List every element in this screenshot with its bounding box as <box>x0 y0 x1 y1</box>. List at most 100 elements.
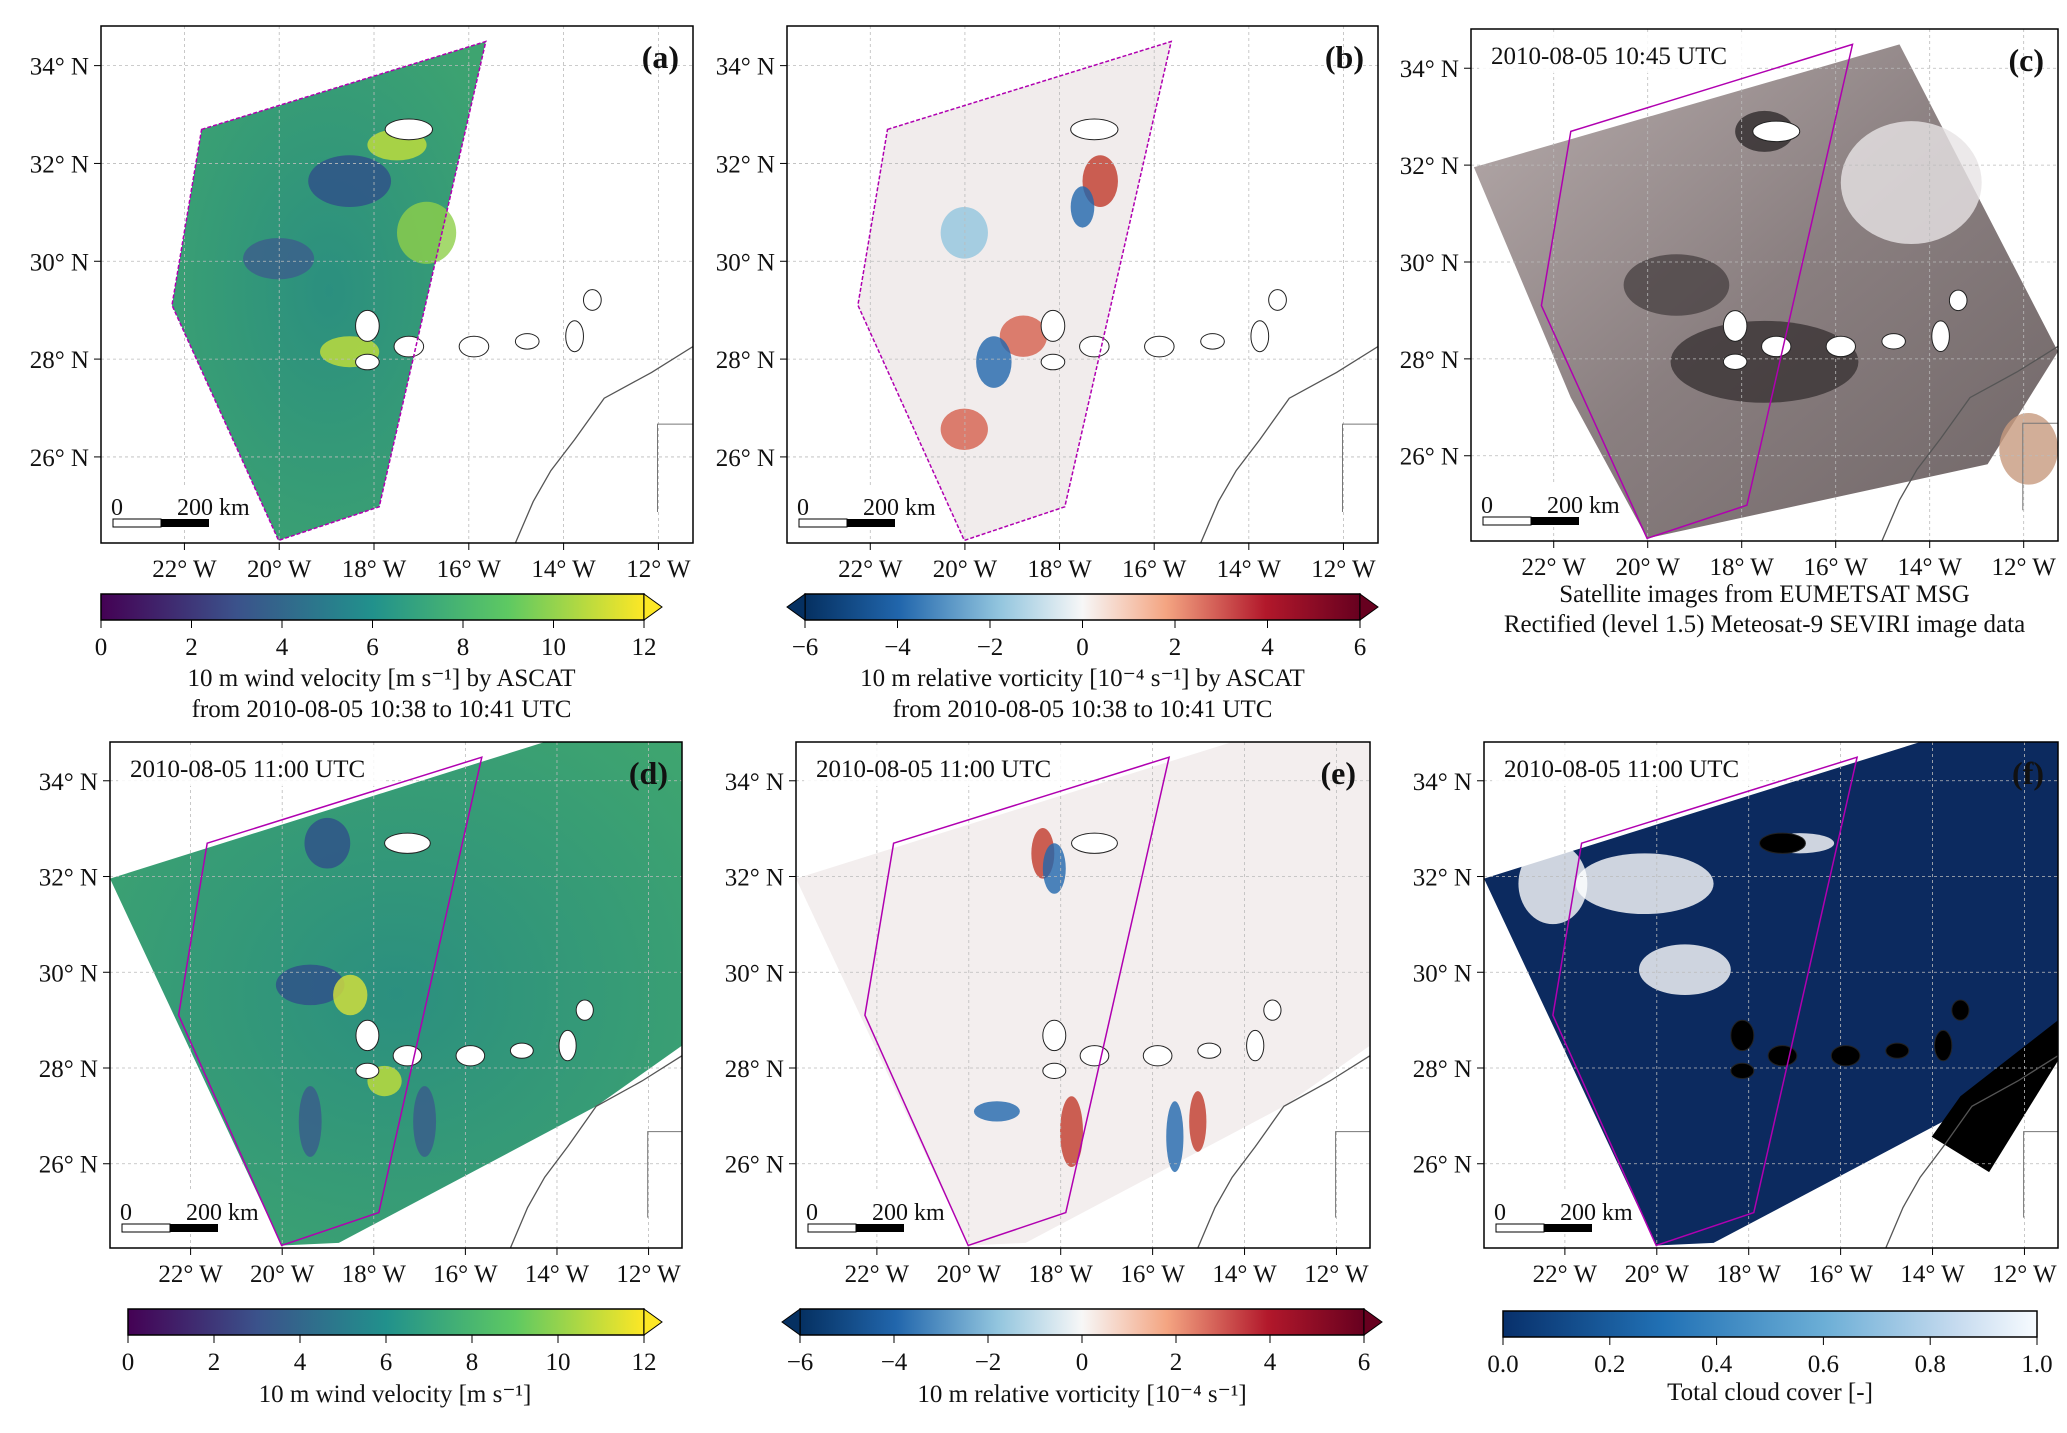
scale-bar-zero: 0 <box>120 1200 132 1226</box>
scale-bar-distance: 200 km <box>872 1200 945 1226</box>
island <box>1722 353 1748 370</box>
vorticity-field <box>857 41 1172 541</box>
field-feature <box>308 155 392 207</box>
x-tick-label: 20° W <box>937 1261 1002 1288</box>
x-tick-label: 16° W <box>437 556 502 583</box>
colorbar-tick-label: 2 <box>185 634 198 661</box>
border-line <box>657 423 693 512</box>
ascat-swath-outline <box>1552 756 1859 1247</box>
island <box>1759 832 1806 854</box>
panel-e: 22° W 20° W 18° W 16° W 14° W 12° W 34° N 32° N… <box>725 741 1383 1408</box>
ascat-swath-outline <box>177 756 483 1247</box>
x-tick-label: 16° W <box>1122 556 1187 583</box>
x-tick-label: 14° W <box>1212 1261 1277 1288</box>
island <box>1042 1062 1067 1079</box>
field-feature <box>304 817 351 869</box>
y-tick-label: 28° N <box>716 347 775 374</box>
field-feature <box>243 237 315 280</box>
x-tick-label: 20° W <box>1625 1261 1690 1288</box>
island <box>1761 335 1792 358</box>
scale-bar-background <box>1481 483 1606 523</box>
scale-bar-distance: 200 km <box>177 495 250 521</box>
colorbar-extend-min <box>781 1308 801 1336</box>
x-tick-label: 20° W <box>933 556 998 583</box>
colorbar-tick-label: 4 <box>1264 1349 1277 1376</box>
field-feature <box>1070 186 1095 228</box>
panel-a: 22° W 20° W 18° W 16° W 14° W 12° W 34° N 32° N… <box>30 25 694 723</box>
island <box>565 320 584 353</box>
scale-bar-segment <box>1544 1224 1592 1232</box>
island <box>1263 999 1282 1021</box>
axes-frame <box>109 741 683 1249</box>
map-area <box>1471 29 2058 541</box>
y-tick-label: 26° N <box>1413 1152 1472 1179</box>
y-tick-label: 32° N <box>725 865 784 892</box>
island <box>1752 120 1801 143</box>
island <box>392 1045 423 1067</box>
map-area <box>101 26 693 543</box>
x-tick-label: 14° W <box>1900 1261 1965 1288</box>
field-feature <box>999 315 1048 357</box>
field-feature <box>1623 254 1730 316</box>
island <box>1040 309 1066 342</box>
field-feature <box>1575 853 1714 915</box>
colorbar-tick-label: 0 <box>95 634 108 661</box>
field-feature <box>413 1086 437 1157</box>
scale-bar-background <box>120 1190 245 1230</box>
colorbar-tick-label: 0.2 <box>1594 1351 1625 1378</box>
y-tick-label: 30° N <box>1413 960 1472 987</box>
x-tick-label: 14° W <box>531 556 596 583</box>
island <box>1931 320 1950 353</box>
scale-bar-background <box>806 1190 931 1230</box>
colorbar-tick-label: −6 <box>792 634 819 661</box>
scale-bar-segment <box>856 1224 904 1232</box>
island <box>355 1062 380 1079</box>
colorbar-tick-label: 0.0 <box>1487 1351 1518 1378</box>
island <box>1246 1029 1265 1062</box>
colorbar-tick-label: −2 <box>975 1349 1002 1376</box>
y-tick-label: 30° N <box>716 249 775 276</box>
x-tick-label: 16° W <box>1803 554 1868 581</box>
x-tick-label: 18° W <box>1029 1261 1094 1288</box>
panel-label: (e) <box>1320 755 1356 791</box>
y-tick-label: 28° N <box>1400 347 1459 374</box>
panel-f: 22° W 20° W 18° W 16° W 14° W 12° W 34° N 32° N… <box>1413 741 2059 1406</box>
colorbar-tick-label: 12 <box>632 634 657 661</box>
colorbar <box>799 1308 1365 1336</box>
colorbar-tick-label: 6 <box>1358 1349 1371 1376</box>
scale-bar-segment <box>1531 517 1579 525</box>
x-tick-label: 12° W <box>1311 556 1376 583</box>
y-tick-label: 26° N <box>30 445 89 472</box>
y-tick-label: 32° N <box>1413 865 1472 892</box>
colorbar-tick-label: 6 <box>366 634 379 661</box>
field-feature <box>397 201 457 264</box>
wind-field <box>110 742 682 1246</box>
scale-bar-zero: 0 <box>1494 1200 1506 1226</box>
colorbar <box>804 593 1361 621</box>
y-tick-label: 28° N <box>725 1056 784 1083</box>
x-tick-label: 20° W <box>247 556 312 583</box>
caption-line: Rectified (level 1.5) Meteosat-9 SEVIRI … <box>1504 611 2025 638</box>
island <box>1070 118 1119 141</box>
map-area <box>110 742 682 1248</box>
map-area <box>1484 742 2058 1248</box>
colorbar-tick-label: 2 <box>1170 1349 1183 1376</box>
x-tick-label: 22° W <box>152 556 217 583</box>
field-feature <box>1840 121 1982 245</box>
scale-bar-segment <box>170 1224 218 1232</box>
timestamp-background <box>118 748 386 786</box>
colorbar-extend-max <box>1363 1308 1383 1336</box>
timestamp-background <box>1479 35 1747 73</box>
island <box>458 335 490 358</box>
coastline <box>509 1055 682 1248</box>
panel-label: (a) <box>642 39 679 75</box>
axes-frame <box>100 25 694 544</box>
scale-bar-segment <box>847 519 895 527</box>
island <box>1144 335 1175 358</box>
panel-c: 22° W 20° W 18° W 16° W 14° W 12° W 34° N 32° N… <box>1400 28 2059 638</box>
y-tick-label: 34° N <box>39 769 98 796</box>
colorbar-tick-label: 10 <box>546 1349 571 1376</box>
x-tick-label: 20° W <box>1616 554 1681 581</box>
field-feature <box>1638 944 1731 995</box>
